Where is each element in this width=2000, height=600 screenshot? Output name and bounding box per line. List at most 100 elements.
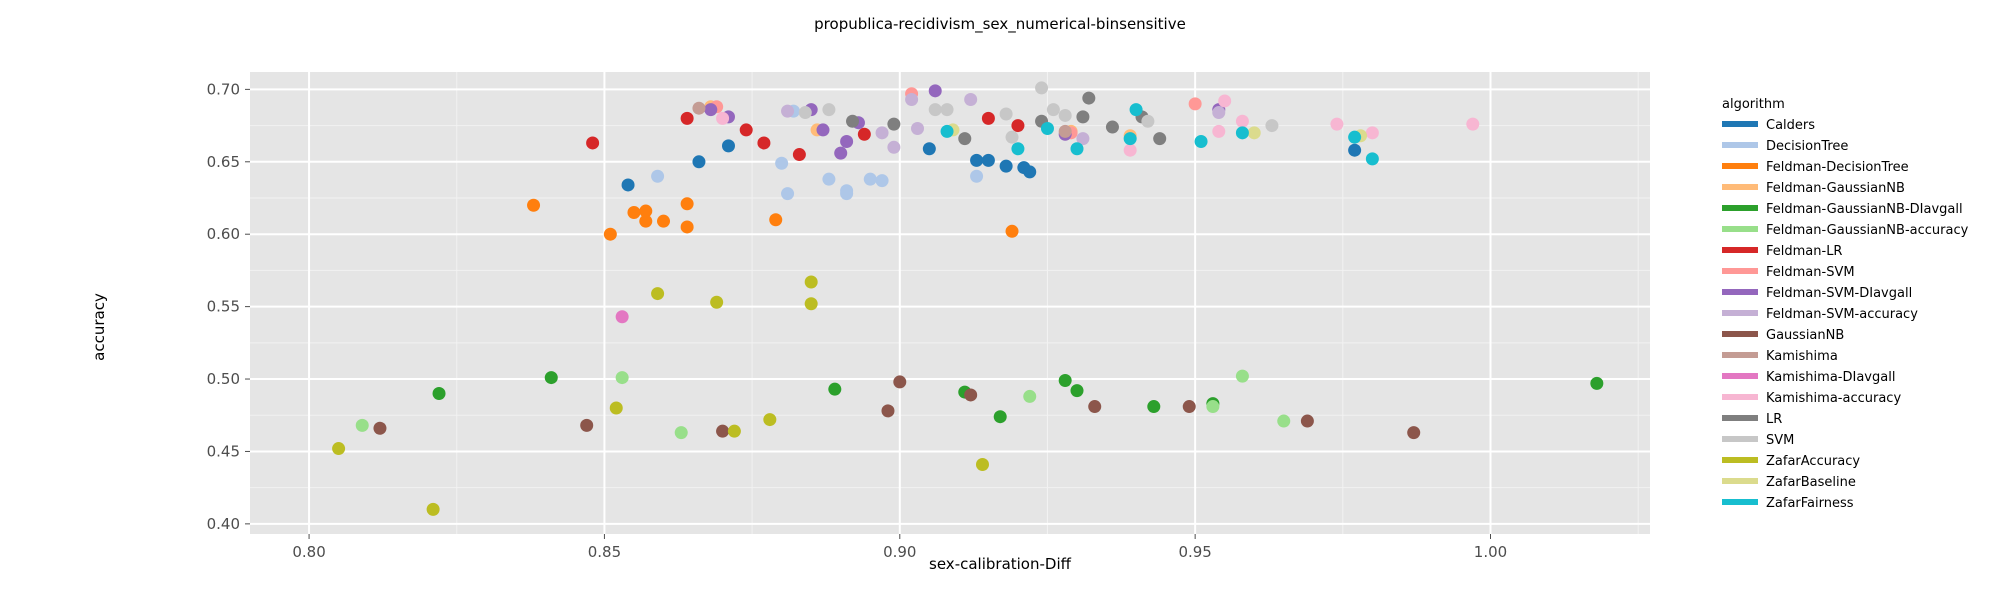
legend-label: Calders bbox=[1766, 118, 1815, 133]
data-point bbox=[692, 101, 706, 115]
data-point bbox=[1011, 119, 1025, 133]
series-points bbox=[781, 93, 1226, 154]
data-point bbox=[739, 123, 753, 137]
legend-label: Feldman-SVM-accuracy bbox=[1766, 307, 1918, 322]
data-point bbox=[1247, 126, 1261, 140]
legend: algorithm Calders DecisionTree Feldman-Dec… bbox=[1722, 97, 1969, 511]
data-point bbox=[721, 139, 735, 153]
legend-label: ZafarFairness bbox=[1766, 496, 1854, 511]
data-point bbox=[1046, 103, 1060, 117]
legend-swatch bbox=[1722, 289, 1758, 295]
data-point bbox=[1058, 124, 1072, 138]
x-axis-title: sex-calibration-Diff bbox=[929, 555, 1072, 573]
data-point bbox=[1035, 81, 1049, 95]
data-point bbox=[1188, 97, 1202, 111]
data-point bbox=[1235, 126, 1249, 140]
data-point bbox=[757, 136, 771, 150]
series-points bbox=[846, 91, 1167, 146]
data-point bbox=[426, 502, 440, 516]
data-point bbox=[1265, 119, 1279, 133]
data-point bbox=[704, 103, 718, 117]
data-point bbox=[893, 375, 907, 389]
legend-label: Feldman-SVM bbox=[1766, 265, 1855, 280]
data-point bbox=[905, 93, 919, 107]
data-point bbox=[928, 103, 942, 117]
legend-swatch bbox=[1722, 478, 1758, 484]
chart-title: propublica-recidivism_sex_numerical-bins… bbox=[814, 15, 1186, 34]
legend-label: ZafarAccuracy bbox=[1766, 454, 1860, 469]
data-point bbox=[651, 169, 665, 183]
data-point bbox=[1365, 126, 1379, 140]
data-point bbox=[781, 104, 795, 118]
data-point bbox=[1070, 384, 1084, 398]
data-point bbox=[964, 93, 978, 107]
data-point bbox=[775, 156, 789, 170]
data-point bbox=[1123, 143, 1137, 157]
legend-label: Feldman-LR bbox=[1766, 244, 1842, 259]
data-point bbox=[928, 84, 942, 98]
data-point bbox=[1005, 224, 1019, 238]
data-point bbox=[1590, 376, 1604, 390]
y-tick-labels: 0.40 0.45 0.50 0.55 0.60 0.65 0.70 bbox=[207, 80, 250, 533]
y-tick-label: 0.45 bbox=[207, 442, 240, 460]
data-point bbox=[674, 426, 688, 440]
series-points bbox=[527, 197, 1019, 241]
data-point bbox=[639, 204, 653, 218]
series-points bbox=[586, 111, 1025, 162]
data-point bbox=[875, 126, 889, 140]
data-point bbox=[887, 140, 901, 154]
data-point bbox=[1141, 114, 1155, 128]
legend-swatch bbox=[1722, 499, 1758, 505]
data-point bbox=[1058, 108, 1072, 122]
data-point bbox=[716, 111, 730, 125]
legend-swatch bbox=[1722, 121, 1758, 127]
data-point bbox=[769, 213, 783, 227]
data-point bbox=[1348, 130, 1362, 144]
data-point bbox=[840, 135, 854, 149]
data-point bbox=[1182, 400, 1196, 414]
data-point bbox=[881, 404, 895, 418]
data-point bbox=[1088, 400, 1102, 414]
data-point bbox=[993, 410, 1007, 424]
data-point bbox=[680, 111, 694, 125]
data-point bbox=[627, 205, 641, 219]
data-point bbox=[1123, 132, 1137, 146]
data-point bbox=[781, 187, 795, 201]
data-point bbox=[1129, 103, 1143, 117]
legend-swatch bbox=[1722, 163, 1758, 169]
series-points bbox=[798, 81, 1279, 144]
x-tick-label: 1.00 bbox=[1474, 543, 1507, 561]
data-point bbox=[798, 106, 812, 120]
data-point bbox=[834, 146, 848, 160]
legend-label: GaussianNB bbox=[1766, 328, 1844, 343]
legend-swatch bbox=[1722, 415, 1758, 421]
data-point bbox=[580, 418, 594, 432]
data-point bbox=[332, 442, 346, 456]
data-point bbox=[911, 121, 925, 135]
data-point bbox=[680, 197, 694, 211]
legend-swatch bbox=[1722, 394, 1758, 400]
data-point bbox=[840, 184, 854, 198]
data-point bbox=[940, 124, 954, 138]
data-point bbox=[1153, 132, 1167, 146]
series-points bbox=[651, 104, 984, 201]
legend-swatch bbox=[1722, 268, 1758, 274]
data-point bbox=[1212, 124, 1226, 138]
data-point bbox=[822, 172, 836, 186]
series-points bbox=[355, 369, 1291, 440]
legend-swatch bbox=[1722, 142, 1758, 148]
legend-label: Feldman-GaussianNB-accuracy bbox=[1766, 223, 1969, 238]
data-point bbox=[1147, 400, 1161, 414]
data-point bbox=[964, 388, 978, 402]
data-point bbox=[432, 387, 446, 401]
data-point bbox=[975, 457, 989, 471]
y-axis-title: accuracy bbox=[90, 293, 108, 361]
data-point bbox=[373, 421, 387, 435]
data-point bbox=[1076, 132, 1090, 146]
data-point bbox=[609, 401, 623, 415]
y-tick-label: 0.70 bbox=[207, 80, 240, 98]
x-tick-label: 0.85 bbox=[588, 543, 621, 561]
y-tick-label: 0.50 bbox=[207, 370, 240, 388]
legend-label: Feldman-GaussianNB-DIavgall bbox=[1766, 202, 1963, 217]
